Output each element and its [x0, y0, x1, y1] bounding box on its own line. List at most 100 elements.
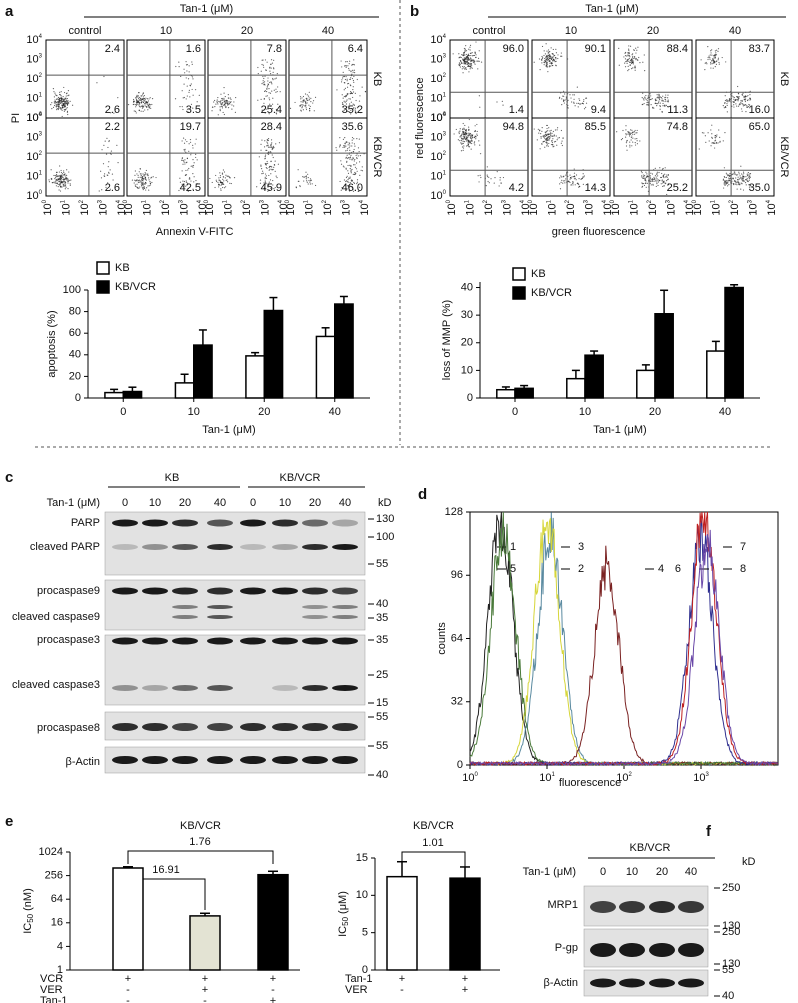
- flow-dot: [542, 135, 543, 136]
- quadrant-value: 85.5: [585, 121, 606, 133]
- flow-dot: [480, 177, 481, 178]
- y-tick-label: 64: [51, 893, 63, 905]
- flow-dot: [51, 108, 52, 109]
- flow-dot: [549, 136, 550, 137]
- axis-label: IC50(μM): [337, 891, 350, 937]
- flow-dot: [139, 186, 140, 187]
- flow-dot: [561, 130, 562, 131]
- flow-dot: [315, 185, 316, 186]
- flow-dot: [470, 63, 471, 64]
- flow-dot: [149, 185, 150, 186]
- flow-dot: [344, 96, 345, 97]
- flow-dot: [475, 138, 476, 139]
- flow-dot: [309, 92, 310, 93]
- axis-label: green fluorescence: [552, 226, 646, 238]
- flow-dot: [548, 146, 549, 147]
- flow-dot: [68, 90, 69, 91]
- blot-band: [112, 638, 138, 645]
- comparison-label: 1.01: [422, 837, 443, 849]
- flow-dot: [344, 82, 345, 83]
- flow-dot: [271, 161, 272, 162]
- flow-dot: [189, 71, 190, 72]
- flow-dot: [273, 60, 274, 61]
- flow-dot: [62, 106, 63, 107]
- bar: [497, 390, 515, 398]
- flow-dot: [635, 52, 636, 53]
- flow-dot: [350, 165, 351, 166]
- flow-dot: [66, 95, 67, 96]
- flow-dot: [64, 103, 65, 104]
- flow-dot: [264, 146, 265, 147]
- flow-dot: [343, 98, 344, 99]
- tick-base: 10: [26, 53, 38, 65]
- flow-dot: [144, 174, 145, 175]
- flow-dot: [552, 144, 553, 145]
- flow-dot: [585, 107, 586, 108]
- flow-dot: [502, 105, 503, 106]
- blot-band: [302, 544, 328, 550]
- flow-dot: [354, 160, 355, 161]
- flow-dot: [221, 182, 222, 183]
- flow-dot: [340, 160, 341, 161]
- x-tick-label: 10: [579, 406, 591, 418]
- flow-dot: [353, 72, 354, 73]
- flow-dot: [341, 81, 342, 82]
- flow-dot: [183, 138, 184, 139]
- flow-dot: [63, 87, 64, 88]
- flow-dot: [578, 184, 579, 185]
- flow-dot: [749, 173, 750, 174]
- flow-dot: [344, 143, 345, 144]
- flow-dot: [266, 141, 267, 142]
- flow-dot: [560, 175, 561, 176]
- flow-dot: [470, 49, 471, 50]
- flow-dot: [267, 161, 268, 162]
- flow-dot: [702, 132, 703, 133]
- flow-dot: [268, 92, 269, 93]
- blot-band: [112, 723, 138, 731]
- flow-dot: [714, 147, 715, 148]
- flow-dot: [726, 173, 727, 174]
- flow-dot: [305, 176, 306, 177]
- flow-dot: [306, 180, 307, 181]
- flow-dot: [541, 60, 542, 61]
- cell-line-label: KB: [778, 72, 790, 87]
- lane-label: 40: [214, 497, 226, 509]
- flow-dot: [710, 145, 711, 146]
- condition-label: 10: [160, 25, 172, 37]
- flow-dot: [552, 136, 553, 137]
- flow-dot: [259, 156, 260, 157]
- flow-dot: [625, 55, 626, 56]
- blot-band: [272, 685, 298, 691]
- comparison-label: 1.76: [189, 836, 210, 848]
- flow-dot: [466, 130, 467, 131]
- flow-dot: [261, 139, 262, 140]
- flow-dot: [631, 68, 632, 69]
- flow-dot: [142, 188, 143, 189]
- flow-dot: [354, 149, 355, 150]
- flow-dot: [266, 91, 267, 92]
- flow-dot: [107, 174, 108, 175]
- flow-dot: [134, 182, 135, 183]
- flow-dot: [148, 190, 149, 191]
- flow-dot: [553, 131, 554, 132]
- flow-dot: [475, 57, 476, 58]
- flow-dot: [64, 92, 65, 93]
- flow-dot: [573, 103, 574, 104]
- flow-dot: [553, 146, 554, 147]
- flow-dot: [266, 178, 267, 179]
- flow-dot: [631, 63, 632, 64]
- flow-dot: [546, 135, 547, 136]
- flow-dot: [352, 142, 353, 143]
- flow-dot: [630, 64, 631, 65]
- flow-dot: [572, 183, 573, 184]
- flow-dot: [628, 69, 629, 70]
- flow-dot: [229, 101, 230, 102]
- flow-dot: [472, 60, 473, 61]
- flow-dot: [544, 147, 545, 148]
- flow-dot: [465, 67, 466, 68]
- marker-label: 40: [722, 990, 734, 1002]
- flow-dot: [55, 103, 56, 104]
- flow-dot: [463, 150, 464, 151]
- y-tick-label: 1024: [39, 846, 63, 858]
- flow-dot: [306, 109, 307, 110]
